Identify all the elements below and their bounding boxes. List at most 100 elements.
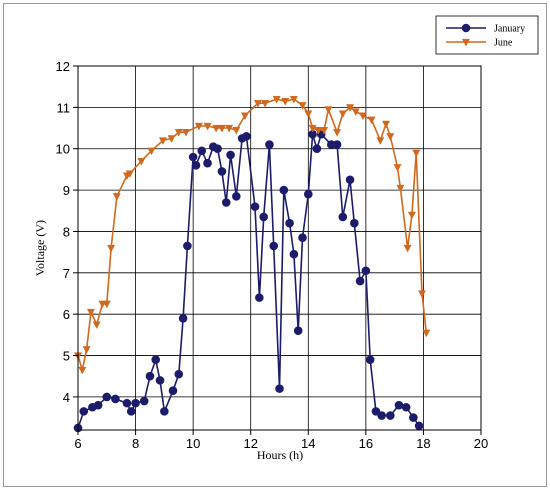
- data-point-january: [242, 132, 251, 141]
- data-point-january: [155, 376, 165, 385]
- data-point-june: [403, 244, 412, 253]
- data-point-january: [303, 189, 313, 199]
- data-point-june: [225, 124, 234, 133]
- data-point-january: [386, 411, 395, 420]
- data-point-june: [422, 329, 431, 338]
- legend-marker-june: [461, 38, 471, 47]
- data-point-june: [203, 122, 212, 131]
- y-tick-label: 5: [63, 349, 70, 364]
- data-point-january: [289, 249, 299, 259]
- y-tick-label: 9: [63, 183, 70, 198]
- y-tick-label: 7: [63, 266, 70, 281]
- data-point-january: [401, 402, 411, 412]
- data-point-june: [393, 164, 402, 172]
- data-point-june: [407, 211, 416, 220]
- legend-label-january: January: [494, 24, 525, 35]
- data-point-january: [139, 396, 149, 406]
- data-point-june: [92, 321, 101, 330]
- data-point-january: [298, 233, 307, 242]
- data-point-june: [240, 112, 249, 121]
- data-point-january: [111, 394, 120, 404]
- data-point-june: [320, 126, 329, 135]
- data-point-june: [358, 112, 367, 121]
- data-point-january: [191, 160, 201, 170]
- data-point-june: [272, 95, 281, 104]
- data-point-january: [409, 413, 418, 422]
- data-point-january: [394, 400, 404, 410]
- data-point-january: [269, 241, 279, 251]
- data-point-january: [285, 218, 294, 228]
- data-point-june: [137, 158, 146, 166]
- y-tick-label: 10: [56, 142, 70, 157]
- data-point-january: [255, 293, 264, 302]
- data-point-january: [151, 355, 161, 364]
- data-point-june: [78, 366, 87, 375]
- data-point-june: [412, 149, 421, 158]
- y-tick-label: 8: [63, 224, 70, 239]
- data-point-june: [376, 137, 385, 145]
- data-point-january: [213, 144, 222, 154]
- data-point-january: [279, 185, 289, 195]
- data-point-january: [102, 392, 112, 402]
- figure-frame: [3, 3, 547, 487]
- x-tick-label: 20: [474, 436, 488, 451]
- data-point-june: [194, 122, 203, 131]
- series-june: [73, 95, 431, 375]
- x-tick-label: 18: [416, 436, 430, 451]
- data-point-june: [86, 308, 95, 317]
- data-point-january: [275, 384, 284, 393]
- data-point-june: [351, 108, 360, 116]
- data-point-june: [298, 102, 307, 110]
- data-point-june: [158, 137, 167, 145]
- x-tick-label: 12: [243, 436, 257, 451]
- data-point-january: [183, 241, 192, 251]
- data-point-january: [221, 198, 231, 207]
- data-point-january: [259, 212, 268, 222]
- legend-box: [435, 15, 539, 55]
- data-point-june: [304, 110, 313, 119]
- data-point-june: [217, 124, 226, 133]
- legend-marker-january: [461, 23, 471, 33]
- data-point-june: [381, 120, 391, 129]
- x-tick-label: 14: [301, 436, 315, 451]
- data-point-january: [414, 421, 424, 431]
- data-point-june: [396, 184, 405, 193]
- data-point-january: [93, 400, 103, 410]
- data-point-june: [308, 124, 317, 133]
- x-tick-label: 10: [186, 436, 200, 451]
- data-point-january: [265, 140, 274, 149]
- data-point-june: [174, 129, 183, 137]
- data-point-june: [112, 193, 121, 201]
- data-point-january: [178, 314, 188, 323]
- data-point-january: [232, 191, 241, 201]
- data-point-january: [350, 218, 359, 228]
- data-point-january: [145, 371, 155, 381]
- data-point-january: [160, 407, 169, 416]
- data-point-january: [226, 150, 235, 160]
- data-point-june: [167, 135, 176, 143]
- y-tick-label: 11: [57, 100, 71, 115]
- data-point-january: [371, 407, 381, 416]
- y-tick-label: 4: [63, 390, 70, 405]
- data-point-january: [361, 266, 371, 276]
- series-january: [73, 129, 424, 433]
- data-point-january: [217, 167, 227, 176]
- data-point-january: [345, 175, 355, 185]
- data-point-june: [232, 126, 241, 135]
- data-point-january: [293, 326, 303, 336]
- data-point-june: [125, 170, 134, 179]
- legend-label-june: June: [494, 38, 513, 49]
- y-axis-title: Voltage (V): [33, 220, 47, 276]
- y-axis: 4 5 6 7 8 9 10 11 12: [56, 59, 78, 405]
- data-point-june: [281, 98, 290, 106]
- data-point-june: [212, 124, 221, 133]
- x-tick-label: 8: [132, 436, 139, 451]
- data-point-june: [333, 129, 342, 137]
- data-point-january: [126, 407, 136, 416]
- data-point-january: [131, 398, 140, 408]
- data-point-june: [261, 100, 270, 108]
- data-point-june: [367, 116, 376, 125]
- data-point-january: [122, 398, 132, 408]
- data-point-january: [365, 355, 375, 364]
